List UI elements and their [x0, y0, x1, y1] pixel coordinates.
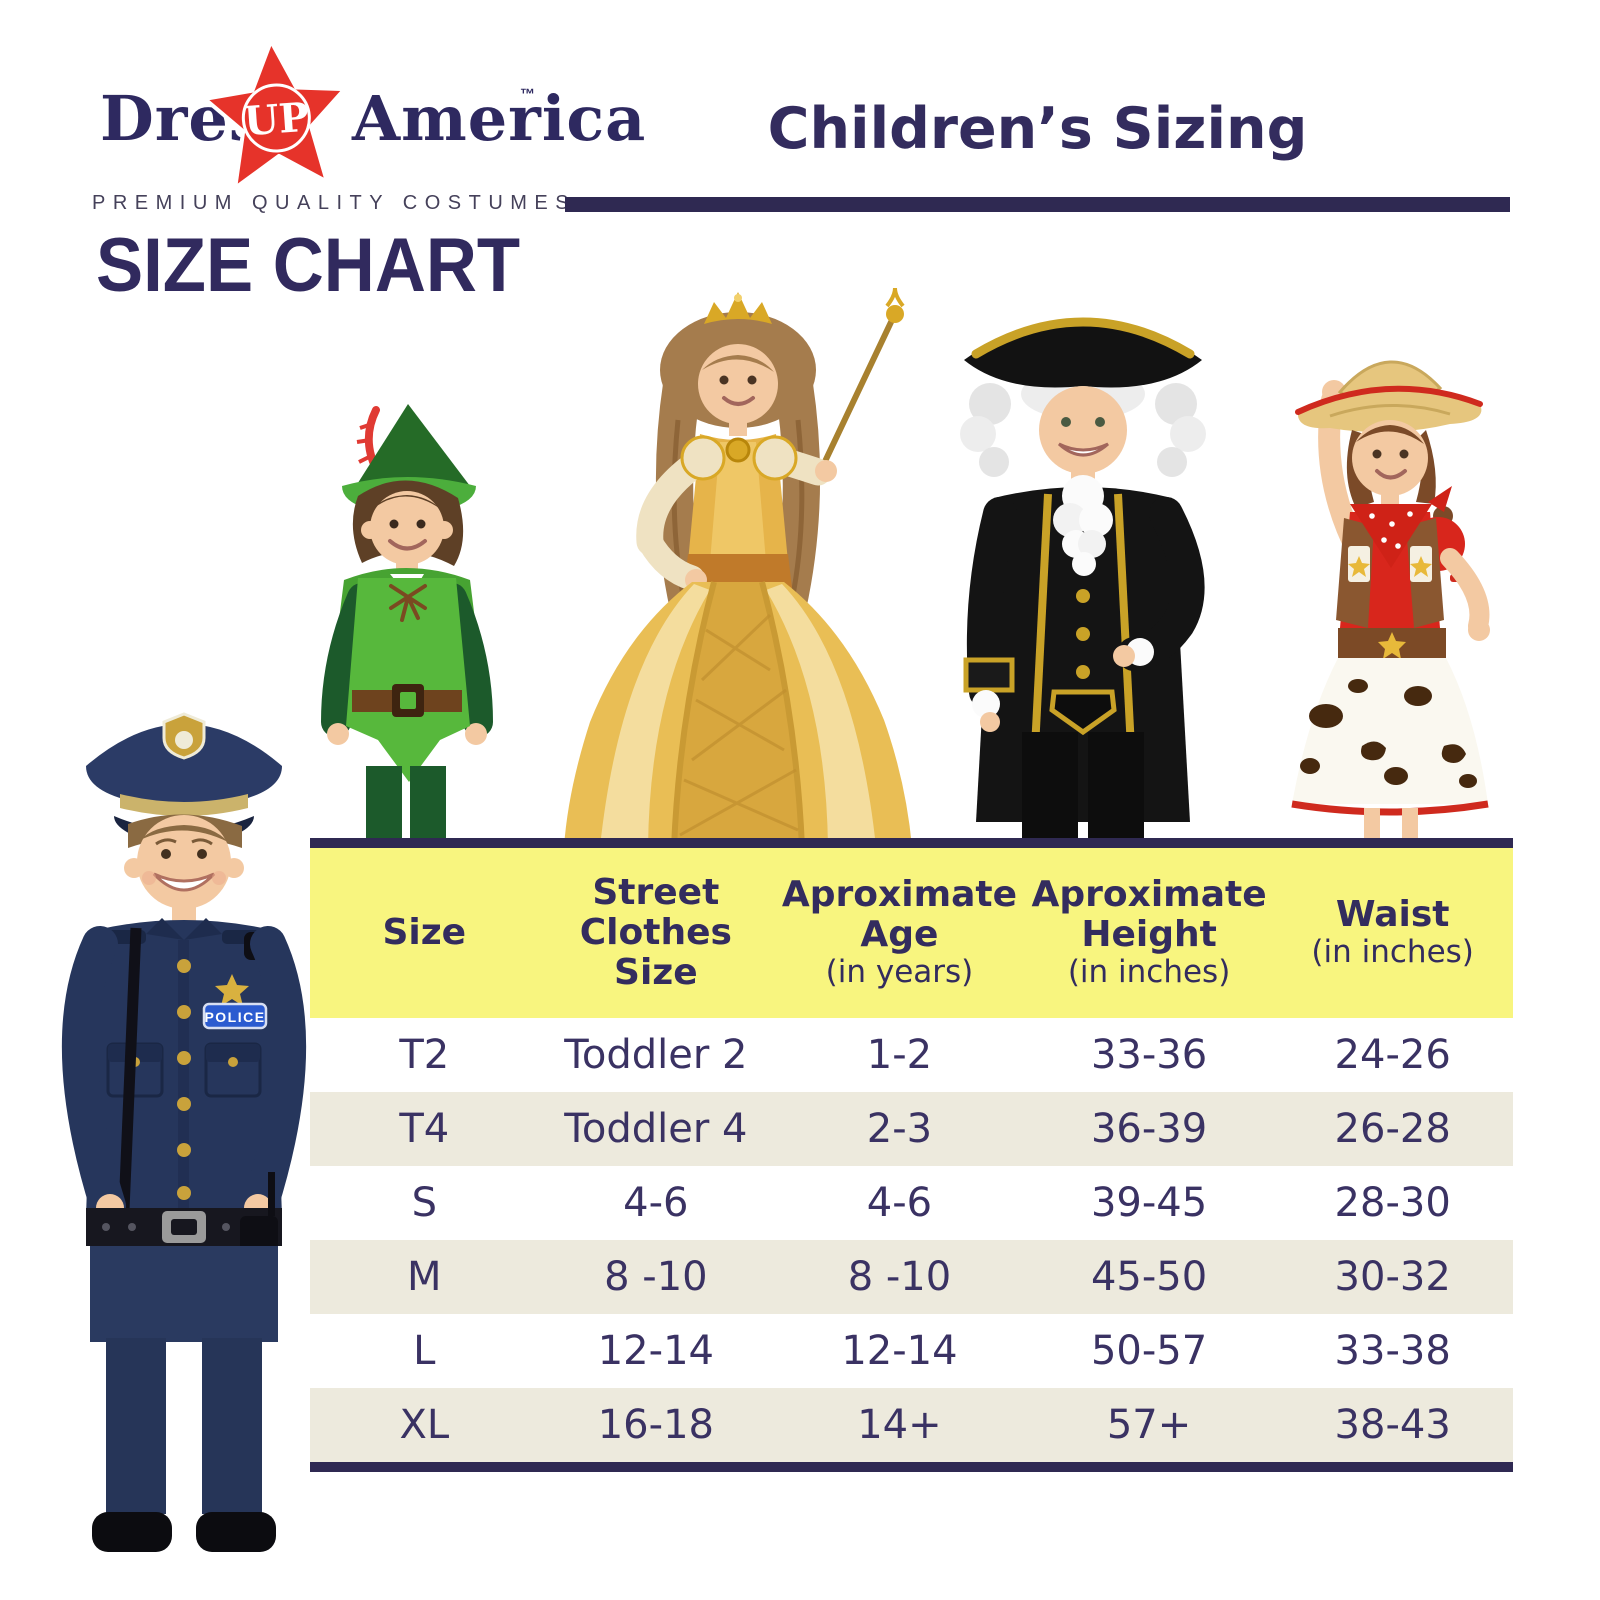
princess-tiara: [704, 292, 772, 324]
figure-gold-princess-costume: [498, 270, 918, 848]
cell-street: Toddler 2: [564, 1032, 748, 1078]
figure-peter-pan-costume: [278, 388, 530, 848]
cell-street: Toddler 4: [564, 1106, 748, 1152]
cowgirl-legs: [1364, 808, 1418, 847]
cell-street: 4-6: [623, 1180, 689, 1226]
colonial-jabot: [1053, 475, 1113, 576]
cell-waist: 38-43: [1334, 1402, 1451, 1448]
star-up-icon: UP: [202, 39, 347, 191]
police-cap: [86, 712, 282, 850]
cell-age: 2-3: [866, 1106, 933, 1152]
cell-height: 39-45: [1090, 1180, 1208, 1226]
cell-height: 57+: [1106, 1402, 1192, 1448]
cowgirl-straw-hat: [1295, 360, 1483, 433]
cell-size: T4: [399, 1106, 450, 1152]
police-head: [124, 814, 244, 924]
cell-waist: 28-30: [1334, 1180, 1451, 1226]
police-patch-text: POLICE: [204, 1009, 265, 1025]
brand-tagline: PREMIUM QUALITY COSTUMES: [92, 192, 577, 214]
cell-size: S: [411, 1180, 437, 1226]
size-table: Size Street Clothes Size Aproximate Age …: [310, 838, 1513, 1472]
col-header-street-clothes-size: Street Clothes Size: [579, 871, 732, 994]
cell-age: 12-14: [841, 1328, 958, 1374]
cowgirl-head: [1352, 420, 1428, 506]
cell-age: 14+: [857, 1402, 942, 1448]
figure-police-officer-costume: POLICE: [28, 648, 340, 1563]
princess-skirt: [564, 581, 912, 848]
cell-waist: 30-32: [1334, 1254, 1451, 1300]
table-top-border: [310, 838, 1513, 848]
peter-pan-tunic: [321, 568, 493, 782]
table-row-xl: XL 16-18 14+ 57+ 38-43: [310, 1388, 1513, 1462]
table-row-t4: T4 Toddler 4 2-3 36-39 26-28: [310, 1092, 1513, 1166]
colonial-breeches: [1022, 732, 1144, 844]
cowgirl-bandana: [1350, 486, 1452, 568]
colonial-arms: [963, 497, 1205, 732]
cell-size: L: [413, 1328, 436, 1374]
police-shoes: [92, 1512, 276, 1552]
table-row-t2: T2 Toddler 2 1-2 33-36 24-26: [310, 1018, 1513, 1092]
cell-height: 33-36: [1090, 1032, 1208, 1078]
logo-up-text: UP: [242, 94, 310, 145]
cell-size: T2: [399, 1032, 450, 1078]
princess-wand: [817, 287, 905, 475]
cell-size: XL: [399, 1402, 450, 1448]
cell-height: 36-39: [1090, 1106, 1208, 1152]
figure-cowgirl-costume: [1238, 296, 1538, 847]
cell-street: 8 -10: [604, 1254, 708, 1300]
peter-pan-head: [352, 480, 464, 578]
cowgirl-skirt: [1291, 628, 1489, 816]
cell-waist: 24-26: [1334, 1032, 1451, 1078]
princess-head: [698, 344, 778, 436]
col-header-approximate-age: Aproximate Age (in years): [781, 873, 1017, 991]
col-header-waist: Waist (in inches): [1311, 894, 1474, 971]
cell-waist: 26-28: [1334, 1106, 1451, 1152]
cell-age: 4-6: [866, 1180, 933, 1226]
table-row-s: S 4-6 4-6 39-45 28-30: [310, 1166, 1513, 1240]
page-title: Children’s Sizing: [767, 96, 1308, 162]
table-row-l: L 12-14 12-14 50-57 33-38: [310, 1314, 1513, 1388]
peter-pan-pants: [366, 766, 446, 848]
cell-age: 8 -10: [847, 1254, 952, 1300]
table-header-row: Size Street Clothes Size Aproximate Age …: [310, 848, 1513, 1018]
cell-waist: 33-38: [1334, 1328, 1451, 1374]
logo-star: UP: [198, 33, 354, 193]
col-header-size: Size: [382, 911, 467, 953]
cowgirl-vest: [1336, 518, 1444, 628]
size-chart-heading: SIZE CHART: [96, 223, 521, 308]
cell-size: M: [407, 1254, 442, 1300]
cell-street: 16-18: [597, 1402, 714, 1448]
title-underline-rule: [565, 197, 1510, 212]
colonial-head: [1039, 386, 1127, 488]
figure-colonial-costume: [928, 262, 1238, 847]
table-row-m: M 8 -10 8 -10 45-50 30-32: [310, 1240, 1513, 1314]
cell-height: 45-50: [1090, 1254, 1208, 1300]
cell-age: 1-2: [866, 1032, 933, 1078]
cell-street: 12-14: [597, 1328, 714, 1374]
logo-trademark: ™: [520, 86, 535, 103]
table-bottom-border: [310, 1462, 1513, 1472]
col-header-approximate-height: Aproximate Height (in inches): [1031, 873, 1267, 991]
police-pants: [90, 1246, 278, 1514]
logo-word-america: America: [352, 82, 647, 155]
cell-height: 50-57: [1090, 1328, 1208, 1374]
colonial-tricorn-hat: [964, 317, 1202, 388]
